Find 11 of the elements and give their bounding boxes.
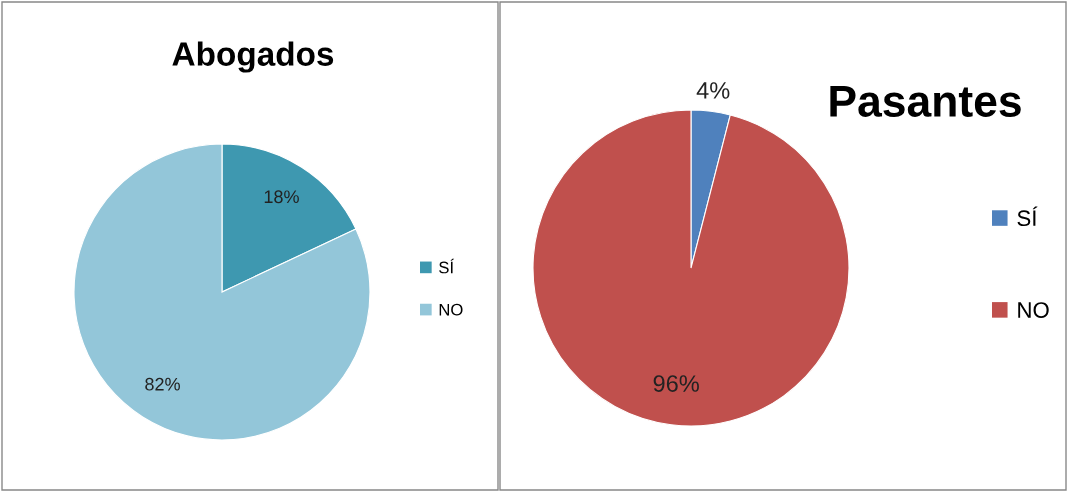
chart-title: Abogados [172, 41, 334, 73]
data-label: 82% [145, 377, 180, 391]
chart-title: Pasantes [830, 85, 1021, 117]
data-label: 4% [696, 82, 730, 99]
legend-label: NO [1018, 302, 1049, 318]
legend-label: NO [439, 303, 463, 316]
legend-label: SÍ [1017, 206, 1038, 227]
data-label: 96% [653, 375, 699, 392]
data-label: 18% [264, 190, 299, 204]
pie-slice [73, 143, 371, 441]
legend-label: SÍ [439, 258, 455, 274]
